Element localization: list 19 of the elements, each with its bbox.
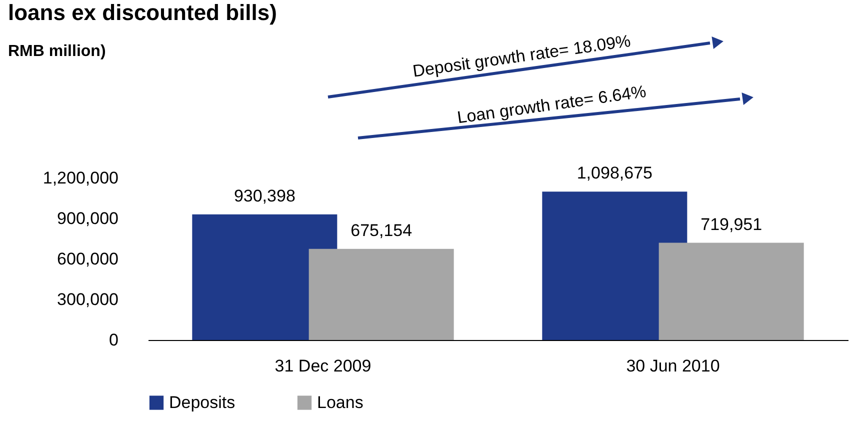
data-label: 930,398 (234, 186, 296, 206)
y-tick-label: 0 (109, 330, 118, 350)
data-label: 675,154 (350, 220, 412, 240)
legend-label: Deposits (169, 392, 236, 412)
data-label: 719,951 (700, 214, 762, 234)
text: Loan growth rate= 6.64% (456, 82, 648, 128)
x-tick-label: 31 Dec 2009 (274, 356, 372, 376)
chart-title: loans ex discounted bills) (8, 0, 277, 25)
y-tick-label: 900,000 (57, 209, 118, 228)
bar (308, 248, 454, 340)
bar (658, 242, 804, 340)
x-tick-label: 30 Jun 2010 (626, 356, 720, 376)
y-tick-label: 300,000 (57, 290, 118, 309)
legend-label: Loans (317, 392, 364, 412)
chart-subtitle: RMB million) (8, 43, 106, 60)
text: Deposit growth rate= 18.09% (412, 31, 632, 81)
y-tick-label: 600,000 (57, 250, 118, 268)
data-label: 1,098,675 (576, 164, 652, 183)
y-tick-label: 1,200,000 (42, 168, 118, 188)
